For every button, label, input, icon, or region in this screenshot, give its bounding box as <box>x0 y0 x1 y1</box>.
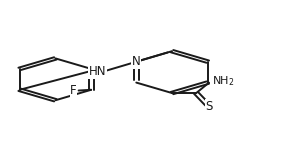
Text: N: N <box>132 55 141 68</box>
Text: F: F <box>70 84 77 97</box>
Text: S: S <box>205 100 213 112</box>
Text: NH$_2$: NH$_2$ <box>212 75 234 88</box>
Text: HN: HN <box>88 65 106 78</box>
